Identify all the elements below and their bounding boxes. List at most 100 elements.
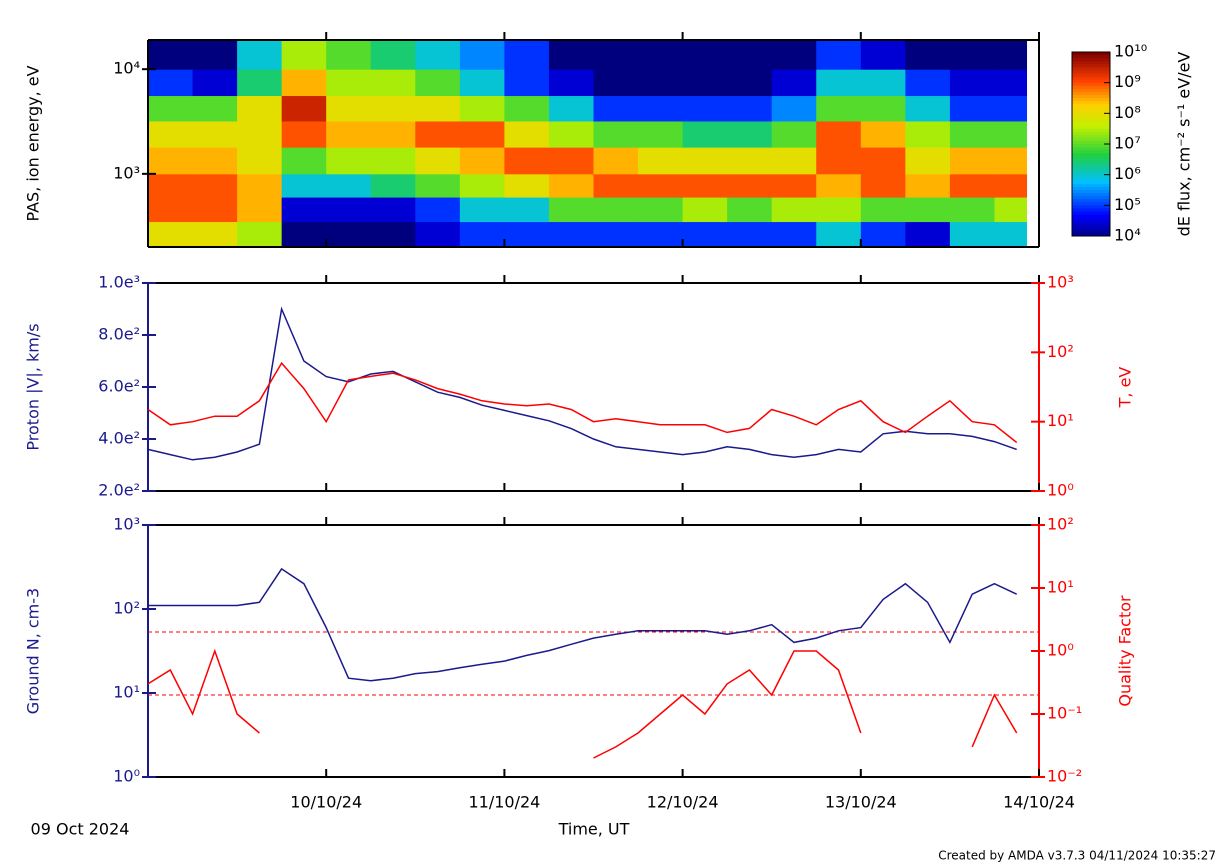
colorbar-tick-label: 10⁵ [1114, 195, 1141, 214]
heatmap-cell [504, 197, 550, 223]
heatmap-cell [237, 221, 283, 248]
heatmap-cell [192, 221, 238, 248]
x-tick-label: 12/10/24 [647, 793, 719, 812]
heatmap-cell [638, 197, 684, 223]
heatmap-cell [326, 147, 372, 175]
heatmap-cell [860, 69, 906, 97]
y2-tick-label: 10⁰ [1047, 641, 1074, 660]
colorbar-segment [1072, 140, 1110, 145]
colorbar-segment [1072, 150, 1110, 154]
colorbar-tick-label: 10⁶ [1114, 164, 1141, 183]
colorbar-segment [1072, 223, 1110, 228]
heatmap-cell [638, 173, 684, 198]
heatmap-cell [816, 221, 862, 248]
heatmap-cell [281, 40, 327, 70]
heatmap-cell [370, 173, 416, 198]
heatmap-cell [192, 120, 238, 148]
y2-tick-label: 10² [1047, 342, 1074, 361]
heatmap-cell [459, 221, 505, 248]
colorbar-segment [1072, 70, 1110, 74]
y2-tick-label: 10¹ [1047, 411, 1074, 430]
heatmap-cell [459, 95, 505, 122]
heatmap-cell [816, 120, 862, 148]
heatmap-cell [771, 147, 817, 175]
heatmap-cell [459, 40, 505, 70]
colorbar-segment [1072, 180, 1110, 185]
heatmap-cell [237, 95, 283, 122]
colorbar-segment [1072, 202, 1110, 206]
heatmap-cell [816, 173, 862, 198]
heatmap-cell [682, 197, 728, 223]
heatmap-cell [237, 173, 283, 198]
colorbar-segment [1072, 229, 1110, 234]
y-axis-label: Ground N, cm-3 [24, 588, 43, 714]
heatmap-cell [994, 147, 1028, 175]
colorbar-segment [1072, 79, 1110, 84]
y-axis-label: Proton |V|, km/s [24, 323, 43, 450]
heatmap-cell [816, 197, 862, 223]
heatmap-cell [459, 120, 505, 148]
heatmap-cell [504, 120, 550, 148]
colorbar-segment [1072, 162, 1110, 166]
heatmap-cell [860, 95, 906, 122]
heatmap-cell [459, 197, 505, 223]
heatmap-cell [727, 95, 773, 122]
y-tick-label: 8.0e² [98, 325, 140, 344]
heatmap-cell [860, 173, 906, 198]
heatmap-cell [593, 69, 639, 97]
heatmap-cell [816, 147, 862, 175]
heatmap-cell [504, 173, 550, 198]
colorbar-segment [1072, 52, 1110, 56]
heatmap-cell [771, 197, 817, 223]
heatmap-cell [771, 40, 817, 70]
heatmap-cell [682, 120, 728, 148]
colorbar-segment [1072, 82, 1110, 87]
heatmap-cell [415, 120, 461, 148]
y-axis-label: PAS, ion energy, eV [24, 65, 43, 221]
y-tick-label: 2.0e² [98, 481, 140, 500]
heatmap-cell [281, 120, 327, 148]
y-tick-label: 10¹ [113, 683, 140, 702]
x-tick-label: 14/10/24 [1003, 793, 1075, 812]
heatmap-cell [148, 147, 194, 175]
heatmap-cell [949, 40, 995, 70]
x-tick-label: 10/10/24 [290, 793, 362, 812]
heatmap-cell [548, 221, 594, 248]
colorbar-segment [1072, 226, 1110, 231]
colorbar-segment [1072, 217, 1110, 222]
heatmap-cell [281, 69, 327, 97]
colorbar-segment [1072, 101, 1110, 105]
heatmap-cell [148, 120, 194, 148]
heatmap-cell [326, 40, 372, 70]
heatmap-cell [326, 69, 372, 97]
heatmap-cell [370, 40, 416, 70]
y-tick-label: 4.0e² [98, 429, 140, 448]
colorbar-segment [1072, 159, 1110, 163]
heatmap-cell [548, 197, 594, 223]
colorbar-segment [1072, 199, 1110, 203]
colorbar-label: dE flux, cm⁻² s⁻¹ eV/eV [1175, 52, 1194, 237]
y2-tick-label: 10⁻² [1047, 767, 1082, 786]
heatmap-cell [548, 120, 594, 148]
colorbar-segment [1072, 98, 1110, 102]
heatmap-cell [593, 197, 639, 223]
heatmap-cell [860, 147, 906, 175]
colorbar-segment [1072, 196, 1110, 200]
y2-tick-label: 10² [1047, 515, 1074, 534]
heatmap-cell [370, 95, 416, 122]
heatmap-cell [860, 40, 906, 70]
data-line [147, 306, 1017, 461]
start-date: 09 Oct 2024 [31, 820, 130, 839]
colorbar-segment [1072, 183, 1110, 188]
heatmap-cell [370, 69, 416, 97]
colorbar-segment [1072, 214, 1110, 219]
heatmap-cell [548, 95, 594, 122]
heatmap-cell [593, 221, 639, 248]
colorbar-segment [1072, 144, 1110, 148]
colorbar-segment [1072, 168, 1110, 173]
colorbar-segment [1072, 125, 1110, 130]
y2-axis-label: Quality Factor [1116, 595, 1135, 707]
heatmap-cell [771, 95, 817, 122]
heatmap-cell [148, 69, 194, 97]
